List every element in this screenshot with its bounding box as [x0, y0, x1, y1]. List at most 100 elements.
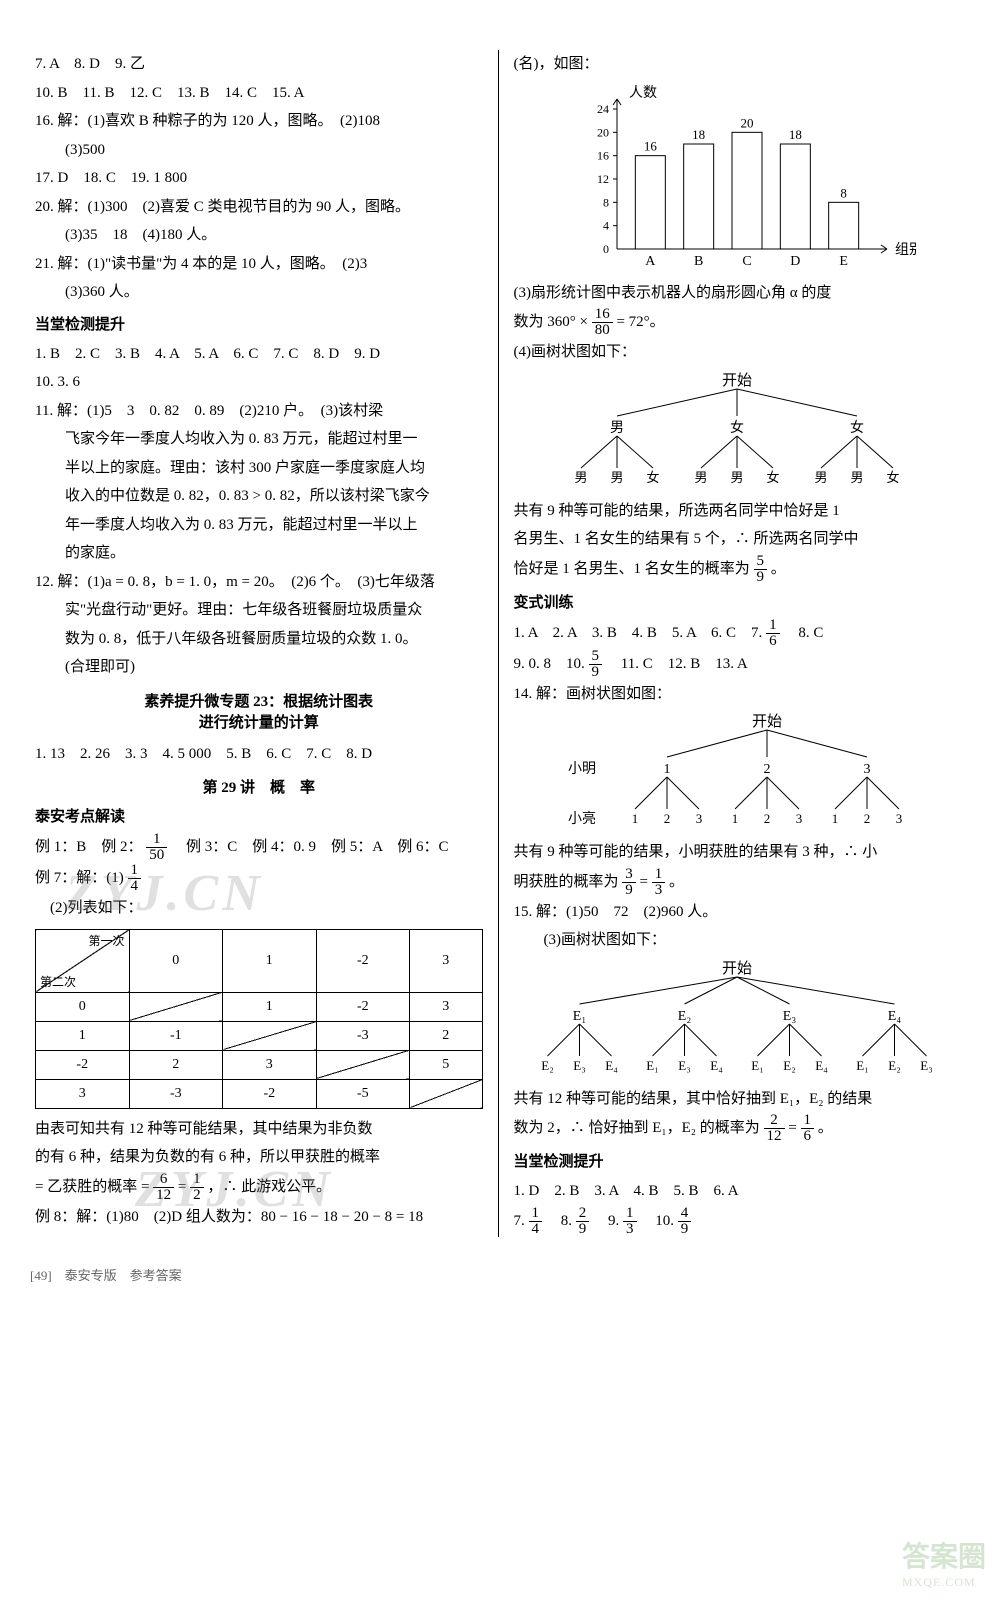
text-line: (4)画树状图如下：	[514, 338, 962, 367]
svg-text:12: 12	[597, 172, 609, 186]
svg-text:小亮: 小亮	[568, 810, 596, 827]
text-line: 明获胜的概率为 39 = 13 。	[514, 867, 962, 898]
text-line: (3)画树状图如下：	[514, 926, 962, 955]
svg-text:女: 女	[850, 419, 864, 436]
text-line: 数为 2，∴ 恰好抽到 E₁，E₂ 的概率为 212 = 16 。	[514, 1113, 962, 1144]
text-line: 由表可知共有 12 种等可能结果，其中结果为非负数	[35, 1115, 483, 1144]
svg-text:E₄: E₄	[606, 1058, 619, 1073]
svg-text:E₂: E₂	[678, 1009, 692, 1024]
right-column: (名)，如图： 人数组别481216202416A18B20C18D8E0 (3…	[499, 50, 977, 1237]
svg-text:女: 女	[767, 470, 780, 485]
svg-text:1: 1	[664, 762, 671, 777]
page-footer: [49] 泰安专版 参考答案	[0, 1257, 996, 1292]
svg-text:E₁: E₁	[573, 1009, 586, 1024]
svg-text:0: 0	[603, 242, 609, 256]
text-line: 名男生、1 名女生的结果有 5 个，∴ 所选两名同学中	[514, 525, 962, 554]
svg-text:2: 2	[664, 811, 671, 826]
svg-text:4: 4	[603, 218, 609, 232]
text-line: 共有 9 种等可能的结果，小明获胜的结果有 3 种，∴ 小	[514, 838, 962, 867]
text-line: 14. 解：画树状图如图：	[514, 680, 962, 709]
svg-text:E₄: E₄	[711, 1058, 724, 1073]
svg-text:3: 3	[696, 811, 703, 826]
text-line: 数为 0. 8，低于八年级各班餐厨质量垃圾的众数 1. 0。	[35, 625, 483, 654]
svg-text:E₃: E₃	[921, 1058, 933, 1073]
svg-text:16: 16	[644, 138, 658, 153]
svg-text:20: 20	[741, 115, 754, 130]
tree-diagram-1: 开始男女女男男女男男女男男女	[527, 367, 947, 497]
text-line: 共有 12 种等可能的结果，其中恰好抽到 E₁，E₂ 的结果	[514, 1085, 962, 1114]
svg-text:男: 男	[611, 470, 624, 485]
text-line: 12. 解：(1)a = 0. 8，b = 1. 0，m = 20。 (2)6 …	[35, 568, 483, 597]
text-line: 收入的中位数是 0. 82，0. 83 > 0. 82，所以该村梁飞家今	[35, 482, 483, 511]
svg-text:小明: 小明	[568, 761, 596, 777]
fraction: 150	[146, 832, 167, 863]
text-line: 11. 解：(1)5 3 0. 82 0. 89 (2)210 户。 (3)该村…	[35, 397, 483, 426]
svg-text:24: 24	[597, 102, 609, 116]
heading-taian: 泰安考点解读	[35, 805, 483, 826]
svg-text:E₃: E₃	[783, 1009, 797, 1024]
text-line: (合理即可)	[35, 653, 483, 682]
svg-text:E₄: E₄	[888, 1009, 902, 1024]
svg-text:E₁: E₁	[857, 1058, 869, 1073]
svg-text:2: 2	[864, 811, 871, 826]
svg-text:男: 男	[851, 470, 864, 485]
text-line: 1. B 2. C 3. B 4. A 5. A 6. C 7. C 8. D …	[35, 340, 483, 369]
svg-text:2: 2	[764, 811, 771, 826]
text-line: 1. D 2. B 3. A 4. B 5. B 6. A	[514, 1177, 962, 1206]
tree-diagram-2: 开始123123123123小明小亮	[527, 708, 947, 838]
svg-text:E₁: E₁	[647, 1058, 659, 1073]
text-line: 数为 360° × 1680 = 72°。	[514, 307, 962, 338]
heading-dangtang2: 当堂检测提升	[514, 1150, 962, 1171]
text-line: 7. 14 8. 29 9. 13 10. 49	[514, 1206, 962, 1237]
svg-text:男: 男	[575, 470, 588, 485]
text-line: 10. B 11. B 12. C 13. B 14. C 15. A	[35, 79, 483, 108]
svg-text:男: 男	[610, 421, 624, 436]
bar-chart: 人数组别481216202416A18B20C18D8E0	[557, 79, 917, 279]
svg-text:开始: 开始	[752, 713, 782, 730]
text-line: 共有 9 种等可能的结果，所选两名同学中恰好是 1	[514, 497, 962, 526]
svg-text:18: 18	[789, 127, 802, 142]
svg-text:男: 男	[695, 470, 708, 485]
text-line: 15. 解：(1)50 72 (2)960 人。	[514, 898, 962, 927]
svg-text:B: B	[694, 254, 703, 269]
text-line: 恰好是 1 名男生、1 名女生的概率为 59 。	[514, 554, 962, 585]
svg-text:男: 男	[731, 470, 744, 485]
text-line: 7. A 8. D 9. 乙	[35, 50, 483, 79]
svg-text:16: 16	[597, 148, 609, 162]
svg-text:E₂: E₂	[542, 1058, 554, 1073]
svg-text:男: 男	[815, 470, 828, 485]
svg-text:1: 1	[832, 811, 839, 826]
svg-text:女: 女	[730, 419, 744, 436]
text-line: 实"光盘行动"更好。理由：七年级各班餐厨垃圾质量众	[35, 596, 483, 625]
example-7-1: 例 7：解：(1) 14	[35, 863, 483, 894]
heading-bianshi: 变式训练	[514, 591, 962, 612]
text-line: 年一季度人均收入为 0. 83 万元，能超过村里一半以上	[35, 511, 483, 540]
text-line: 10. 3. 6	[35, 368, 483, 397]
svg-text:1: 1	[632, 811, 639, 826]
text-line: 半以上的家庭。理由：该村 300 户家庭一季度家庭人均	[35, 454, 483, 483]
svg-text:E₂: E₂	[889, 1058, 901, 1073]
svg-text:女: 女	[647, 470, 660, 485]
svg-text:C: C	[743, 254, 752, 269]
svg-text:1: 1	[732, 811, 739, 826]
svg-text:组别: 组别	[895, 242, 917, 258]
example-line: 例 1：B 例 2： 150 例 3：C 例 4：0. 9 例 5：A 例 6：…	[35, 832, 483, 863]
svg-text:开始: 开始	[722, 960, 752, 977]
text-line: 飞家今年一季度人均收入为 0. 83 万元，能超过村里一	[35, 425, 483, 454]
text-line: 16. 解：(1)喜欢 B 种粽子的为 120 人，图略。 (2)108	[35, 107, 483, 136]
text-line: 20. 解：(1)300 (2)喜爱 C 类电视节目的为 90 人，图略。	[35, 193, 483, 222]
text-line: 1. A 2. A 3. B 4. B 5. A 6. C 7. 16 8. C	[514, 618, 962, 649]
svg-text:20: 20	[597, 125, 609, 139]
svg-text:E: E	[840, 254, 849, 269]
text-line: 21. 解：(1)"读书量"为 4 本的是 10 人，图略。 (2)3	[35, 250, 483, 279]
text-line: (3)扇形统计图中表示机器人的扇形圆心角 α 的度	[514, 279, 962, 308]
fraction: 14	[128, 863, 142, 894]
svg-text:3: 3	[796, 811, 803, 826]
example-8: 例 8：解：(1)80 (2)D 组人数为：80 − 16 − 18 − 20 …	[35, 1203, 483, 1232]
svg-text:3: 3	[896, 811, 903, 826]
svg-text:E₃: E₃	[679, 1058, 691, 1073]
text-line: (3)360 人。	[35, 278, 483, 307]
svg-text:A: A	[646, 254, 657, 269]
svg-text:8: 8	[841, 185, 848, 200]
svg-text:8: 8	[603, 195, 609, 209]
